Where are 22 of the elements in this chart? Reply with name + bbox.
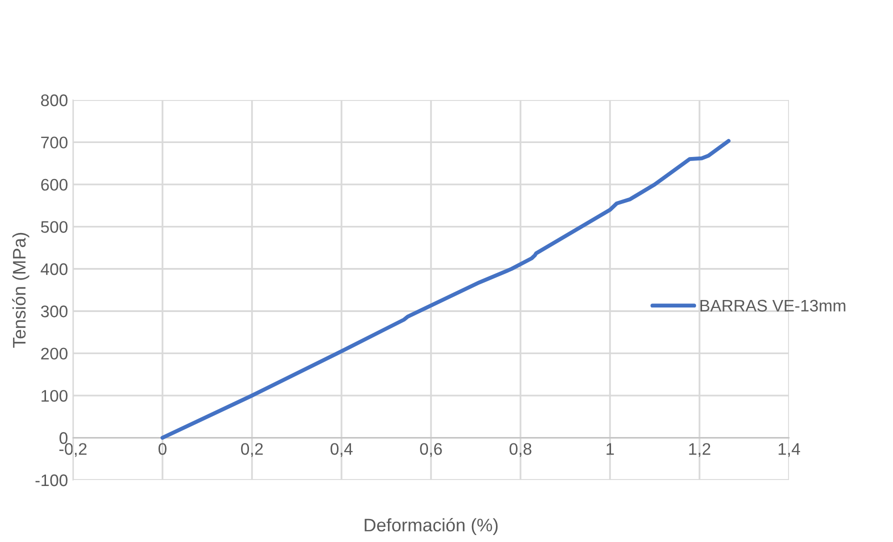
- x-tick-label: 0,6: [420, 443, 442, 457]
- y-tick-label: 800: [41, 94, 68, 106]
- x-tick-label: 0: [158, 443, 166, 455]
- y-tick-label: 0: [60, 432, 68, 444]
- y-axis-title: Tensión (MPa): [12, 232, 30, 348]
- x-tick-label: 0,2: [241, 443, 263, 457]
- y-tick-label: 100: [42, 390, 68, 402]
- y-tick-label: 500: [41, 221, 68, 233]
- x-tick-label: 0,8: [510, 443, 532, 457]
- y-tick-label: 600: [41, 178, 68, 191]
- y-tick-label: 400: [40, 263, 68, 276]
- y-tick-label: 700: [41, 136, 68, 148]
- x-tick-label: 1,4: [778, 443, 800, 457]
- x-axis-title: Deformación (%): [364, 518, 498, 536]
- y-tick-label: -100: [36, 474, 68, 486]
- x-tick-label: 0,4: [330, 443, 353, 457]
- y-tick-label: 300: [40, 306, 68, 318]
- x-tick-label: 1,2: [689, 443, 710, 457]
- x-tick-label: 1: [606, 443, 614, 455]
- x-tick-label: -0,2: [59, 443, 87, 457]
- legend-label: BARRAS VE-13mm: [700, 300, 846, 312]
- y-tick-label: 200: [41, 348, 68, 360]
